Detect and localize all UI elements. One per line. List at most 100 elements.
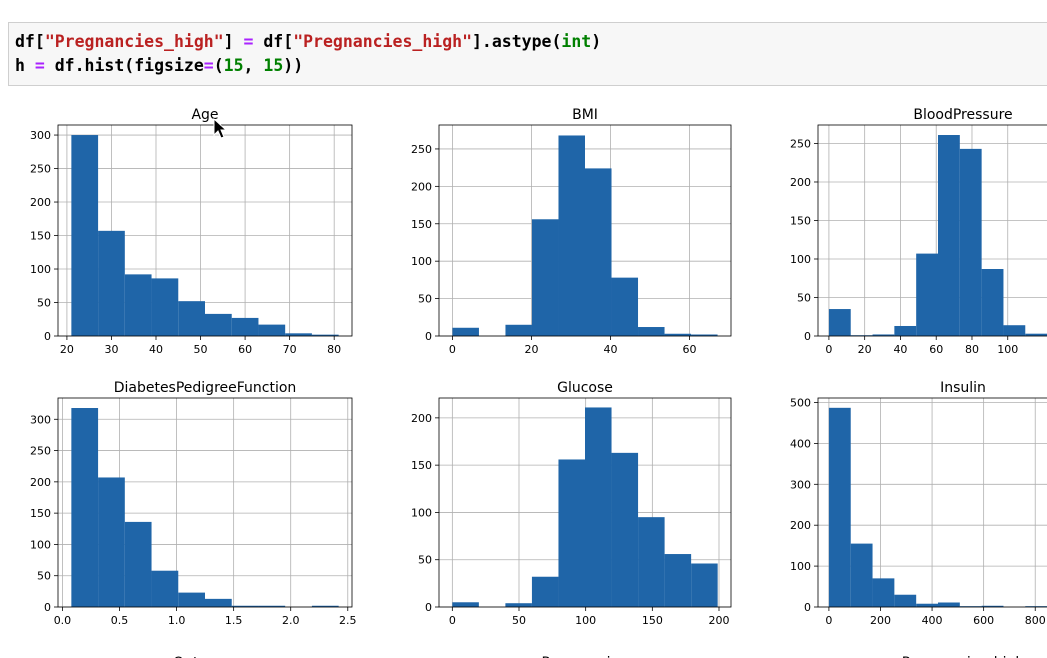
y-tick-label: 150 <box>30 230 51 243</box>
axes-frame <box>57 124 353 337</box>
histogram-bar <box>311 334 339 336</box>
histogram-bar <box>558 459 585 607</box>
y-tick-label: 0 <box>44 601 51 614</box>
code-token: "Pregnancies_high" <box>293 32 472 51</box>
y-tick-label: 0 <box>425 601 432 614</box>
histogram-bar <box>452 602 479 607</box>
y-tick-label: 100 <box>411 255 432 268</box>
x-tick-label: 600 <box>973 614 994 627</box>
x-tick-label: 100 <box>997 343 1018 356</box>
y-tick-label: 100 <box>790 560 811 573</box>
histogram-bar <box>585 407 612 607</box>
histogram-bar <box>124 274 152 336</box>
axes-frame <box>438 397 732 608</box>
y-tick-label: 50 <box>418 554 432 567</box>
y-tick-label: 300 <box>790 478 811 491</box>
x-tick-label: 30 <box>104 343 118 356</box>
histogram-bar <box>664 333 692 336</box>
histogram-bar <box>258 605 286 607</box>
histogram-bar <box>1003 325 1026 336</box>
histogram-bar <box>531 219 559 336</box>
y-tick-label: 0 <box>44 330 51 343</box>
y-tick-label: 100 <box>411 506 432 519</box>
histogram-bar <box>231 317 259 336</box>
x-tick-label: 40 <box>149 343 163 356</box>
histogram-bar <box>691 334 718 336</box>
histogram-bar <box>505 603 532 607</box>
code-token: ( <box>213 56 224 75</box>
histogram-bar <box>124 521 152 607</box>
x-tick-label: 60 <box>929 343 943 356</box>
histogram-bar <box>850 543 873 607</box>
y-tick-label: 500 <box>790 396 811 409</box>
histogram-bar <box>959 148 982 336</box>
code-line-1: df["Pregnancies_high"] = df["Pregnancies… <box>15 32 601 51</box>
code-token: = <box>203 56 214 75</box>
x-tick-label: 0 <box>449 614 456 627</box>
subplot-title: Insulin <box>940 380 986 396</box>
code-token: "Pregnancies_high" <box>44 32 224 51</box>
y-tick-label: 50 <box>37 297 51 310</box>
histogram-bar <box>71 408 99 607</box>
y-tick-label: 200 <box>790 176 811 189</box>
x-tick-label: 0 <box>825 343 832 356</box>
x-tick-label: 0.0 <box>54 614 72 627</box>
code-token: df[ <box>253 32 294 51</box>
y-tick-label: 150 <box>411 459 432 472</box>
histogram-bar <box>178 592 205 607</box>
histogram-bar <box>916 253 938 336</box>
y-tick-label: 150 <box>790 214 811 227</box>
y-tick-label: 100 <box>30 263 51 276</box>
x-tick-label: 80 <box>965 343 979 356</box>
histogram-bar <box>311 605 339 607</box>
histogram-bar <box>505 324 532 336</box>
x-tick-label: 50 <box>194 343 208 356</box>
y-tick-label: 300 <box>30 129 51 142</box>
code-token: ] <box>223 32 244 51</box>
histogram-glucose: 0 50 100 150 200 0 50 100 150 200 Glucose <box>411 380 732 627</box>
histogram-bar <box>981 269 1004 336</box>
histogram-bar <box>558 135 585 336</box>
subplot-title: BloodPressure <box>913 107 1012 123</box>
axes-frame <box>817 124 1047 337</box>
x-tick-label: 200 <box>709 614 730 627</box>
x-tick-label: 1.5 <box>225 614 243 627</box>
x-tick-label: 70 <box>283 343 297 356</box>
histogram-bar <box>178 301 205 336</box>
histogram-bar <box>531 576 559 607</box>
x-tick-label: 20 <box>60 343 74 356</box>
x-tick-label: 0.5 <box>111 614 129 627</box>
x-tick-label: 80 <box>327 343 341 356</box>
histogram-bar <box>1025 606 1047 607</box>
x-tick-label: 40 <box>893 343 907 356</box>
y-tick-label: 200 <box>30 196 51 209</box>
code-cell[interactable]: df["Pregnancies_high"] = df["Pregnancies… <box>8 22 1047 86</box>
histogram-bar <box>98 477 125 607</box>
x-tick-label: 1.0 <box>168 614 186 627</box>
y-tick-label: 250 <box>790 137 811 150</box>
subplot-title: Outcome <box>173 655 237 658</box>
code-token: ].astype( <box>472 32 562 51</box>
subplot-title: DiabetesPedigreeFunction <box>114 380 297 396</box>
histogram-bar <box>205 598 232 607</box>
code-token: h <box>15 56 35 75</box>
histogram-diabetespedigreefunction: 0.0 0.5 1.0 1.5 2.0 2.5 0 50 100 150 200 250 300 Diab… <box>30 380 357 627</box>
histogram-bmi: 0 20 40 60 0 50 100 150 200 250 BMI <box>411 107 732 356</box>
histogram-bar <box>205 313 232 336</box>
histogram-age: 20 30 40 50 60 70 80 0 50 100 150 200 250 300 Age <box>30 107 353 356</box>
y-tick-label: 250 <box>30 445 51 458</box>
x-tick-label: 2.0 <box>282 614 300 627</box>
code-token: )) <box>283 56 304 75</box>
y-tick-label: 200 <box>411 412 432 425</box>
subplot-title: Pregnancies <box>542 655 627 658</box>
histogram-bar <box>828 309 851 336</box>
y-tick-label: 200 <box>790 519 811 532</box>
histogram-insulin: 0 200 400 600 800 0 100 200 300 400 500 Insulin <box>790 380 1047 627</box>
axes-frame <box>57 397 353 608</box>
y-tick-label: 100 <box>30 538 51 551</box>
histogram-bar <box>959 606 982 607</box>
histogram-bloodpressure: 0 20 40 60 80 100 0 50 100 150 200 250 BloodPressure <box>790 107 1047 356</box>
y-tick-label: 0 <box>425 330 432 343</box>
y-tick-label: 50 <box>797 291 811 304</box>
x-tick-label: 200 <box>870 614 891 627</box>
